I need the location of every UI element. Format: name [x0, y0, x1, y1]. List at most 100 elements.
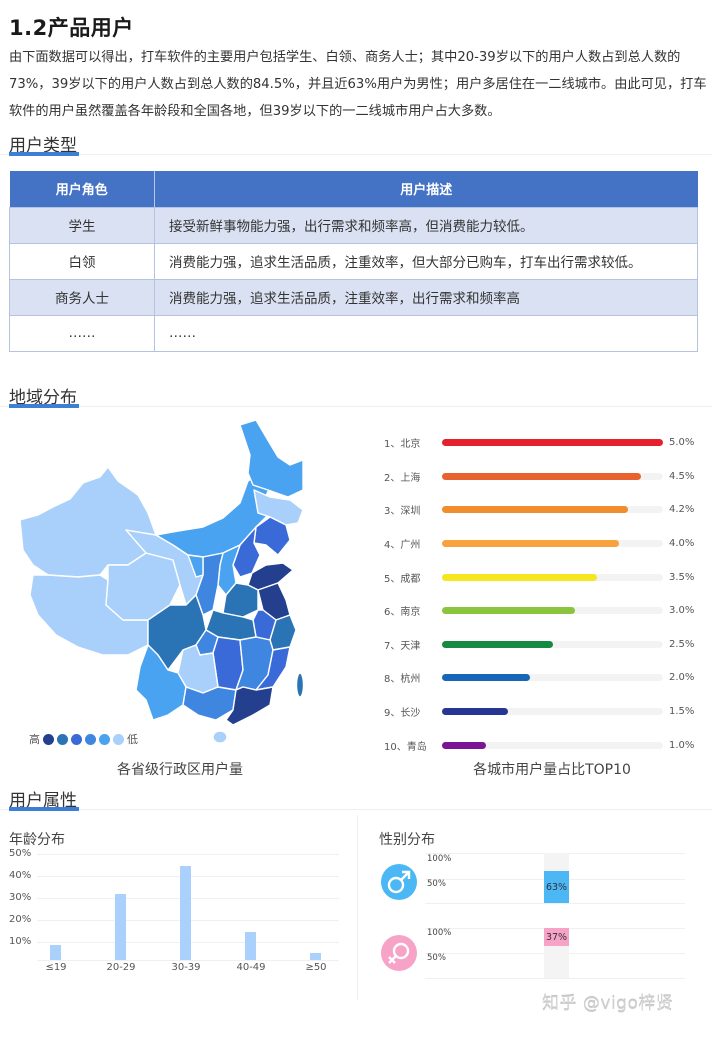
city-value: 2.5% — [669, 638, 695, 650]
gridline — [425, 978, 685, 979]
y-tick: 100% — [427, 928, 452, 938]
bar-track — [442, 640, 663, 648]
city-ranking-chart: 1、北京 5.0% 2、上海 4.5% 3、深圳 4.2% 4、广州 4.0% … — [380, 426, 710, 762]
rank-row: 5、成都 3.5% — [380, 560, 710, 594]
female-icon — [381, 935, 417, 971]
bar-fill — [442, 708, 509, 716]
age-bar — [245, 932, 256, 960]
china-choropleth-map — [8, 415, 308, 745]
user-type-table: 用户角色 用户描述 学生 接受新鲜事物能力强，出行需求和频率高，但消费能力较低。… — [9, 171, 698, 352]
region-guangxi — [182, 686, 237, 721]
y-tick: 50% — [427, 879, 446, 889]
legend-dot-level-5 — [99, 733, 110, 745]
table-row: 白领 消费能力强，追求生活品质，注重效率，但大部分已购车，打车出行需求较低。 — [9, 242, 698, 280]
legend-dot-level-2 — [57, 733, 68, 745]
city-name: 4、广州 — [384, 540, 421, 552]
city-value: 4.2% — [669, 504, 695, 516]
rank-row: 4、广州 4.0% — [380, 527, 710, 561]
cell-description: 消费能力强，追求生活品质，注重效率，但大部分已购车，打车出行需求较低。 — [154, 242, 698, 280]
cell-description: …… — [154, 314, 698, 352]
legend-dot-level-3 — [71, 733, 82, 745]
bar-fill — [442, 741, 487, 749]
region-heilongjiang — [239, 419, 304, 498]
gridline — [37, 854, 339, 855]
city-name: 2、上海 — [384, 472, 421, 484]
bar-fill — [442, 674, 531, 682]
china-map-graphic — [19, 419, 305, 744]
cell-role: 白领 — [9, 242, 155, 280]
section-attributes: 用户属性 — [0, 786, 712, 811]
y-tick: 40% — [9, 870, 32, 881]
city-value: 4.5% — [669, 470, 695, 482]
section-title: 地域分布 — [9, 388, 77, 408]
city-name: 6、南京 — [384, 607, 421, 619]
legend-dot-level-4 — [85, 733, 96, 745]
page-title: 1.2产品用户 — [9, 16, 134, 40]
age-bar — [50, 945, 61, 960]
gender-distribution-chart: 100% 50% 63% 100% 50% 37% — [380, 850, 690, 980]
y-tick: 30% — [9, 892, 32, 903]
cell-description: 接受新鲜事物能力强，出行需求和频率高，但消费能力较低。 — [154, 206, 698, 244]
bar-track — [442, 439, 663, 447]
panel-divider — [357, 815, 358, 1000]
y-tick: 100% — [427, 854, 452, 864]
section-underline — [9, 404, 79, 408]
rank-row: 3、深圳 4.2% — [380, 493, 710, 527]
city-name: 7、天津 — [384, 640, 421, 652]
intro-paragraph: 由下面数据可以得出，打车软件的主要用户包括学生、白领、商务人士；其中20-39岁… — [9, 50, 707, 119]
rank-row: 8、杭州 2.0% — [380, 661, 710, 695]
city-name: 5、成都 — [384, 573, 421, 585]
baseline — [37, 960, 339, 961]
city-value: 5.0% — [669, 437, 695, 449]
map-legend: 高 低 — [29, 731, 138, 747]
cell-description: 消费能力强，追求生活品质，注重效率，出行需求和频率高 — [154, 278, 698, 316]
table-header-row: 用户角色 用户描述 — [9, 171, 698, 207]
cell-role: 商务人士 — [9, 278, 155, 316]
map-caption: 各省级行政区用户量 — [117, 762, 243, 778]
bar-track — [442, 708, 663, 716]
x-tick: 20-29 — [106, 962, 136, 973]
bar-fill — [442, 439, 663, 447]
age-bar — [180, 866, 191, 960]
region-hebei — [232, 526, 261, 578]
rank-row: 6、南京 3.0% — [380, 594, 710, 628]
bar-track — [442, 573, 663, 581]
region-guangdong — [225, 686, 274, 726]
bar-fill — [442, 573, 597, 581]
bar-track — [442, 472, 663, 480]
age-chart-title: 年龄分布 — [9, 832, 65, 848]
y-tick: 10% — [9, 936, 32, 947]
section-user-types: 用户类型 — [0, 131, 712, 156]
age-bar — [115, 894, 126, 960]
section-underline — [9, 152, 79, 156]
rank-row: 9、长沙 1.5% — [380, 695, 710, 729]
city-name: 3、深圳 — [384, 506, 421, 518]
city-name: 1、北京 — [384, 439, 421, 451]
bar-fill — [442, 506, 628, 514]
city-value: 3.5% — [669, 571, 695, 583]
rank-row: 2、上海 4.5% — [380, 460, 710, 494]
city-name: 8、杭州 — [384, 674, 421, 686]
region-yunnan — [135, 644, 187, 721]
gridline — [425, 903, 685, 904]
region-jilin — [253, 489, 304, 526]
bar-track — [442, 674, 663, 682]
x-tick: 30-39 — [171, 962, 201, 973]
y-tick: 50% — [427, 953, 446, 963]
y-tick: 20% — [9, 914, 32, 925]
bar-track — [442, 607, 663, 615]
legend-dot-level-6 — [113, 733, 124, 745]
legend-low-label: 低 — [127, 733, 138, 746]
city-value: 2.0% — [669, 672, 695, 684]
rank-row: 10、青岛 1.0% — [380, 728, 710, 762]
column-header-role: 用户角色 — [9, 171, 155, 207]
table-row: …… …… — [9, 314, 698, 352]
bar-track — [442, 506, 663, 514]
region-liaoning — [253, 516, 291, 556]
legend-dot-level-1 — [43, 733, 54, 745]
age-distribution-chart: 50% 40% 30% 20% 10% ≤19 20-29 30-39 40-4… — [9, 848, 339, 975]
male-icon — [381, 864, 417, 900]
male-bar: 63% — [544, 871, 569, 903]
section-title: 用户属性 — [9, 791, 77, 811]
city-value: 1.5% — [669, 706, 695, 718]
